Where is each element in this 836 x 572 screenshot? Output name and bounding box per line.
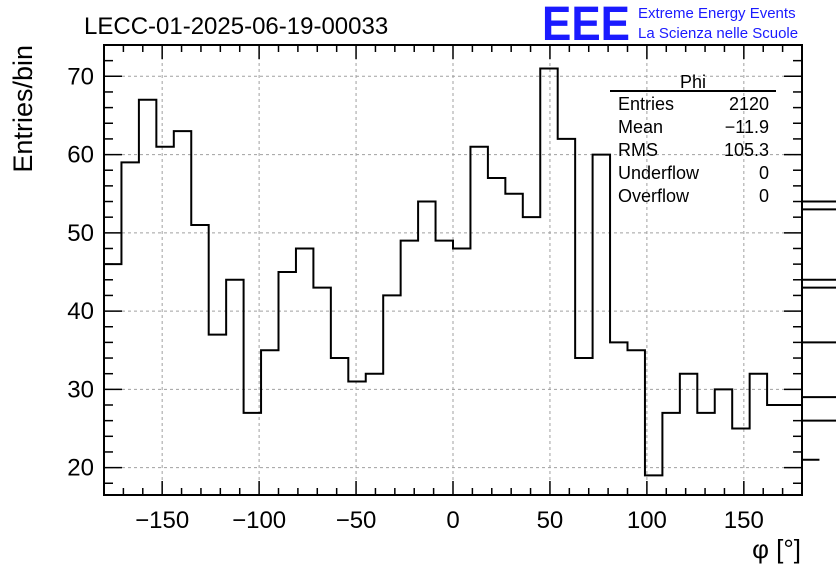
x-axis-label: φ [°] xyxy=(752,534,801,564)
y-tick-label: 40 xyxy=(67,298,94,325)
eee-logo-mark: EEE xyxy=(542,0,630,51)
stats-label-rms: RMS xyxy=(618,140,658,160)
y-tick-label: 50 xyxy=(67,220,94,247)
stats-label-underflow: Underflow xyxy=(618,163,700,183)
x-tick-label: 150 xyxy=(724,507,764,534)
y-tick-label: 70 xyxy=(67,63,94,90)
stats-value-entries: 2120 xyxy=(729,94,769,114)
x-tick-label: −50 xyxy=(336,507,377,534)
x-tick-label: −150 xyxy=(135,507,189,534)
y-axis-label: Entries/bin xyxy=(8,45,38,173)
x-tick-label: 0 xyxy=(446,507,459,534)
logo-line-2: La Scienza nelle Scuole xyxy=(638,25,798,42)
stats-label-overflow: Overflow xyxy=(618,186,690,206)
x-tick-label: 50 xyxy=(537,507,564,534)
x-tick-label: 100 xyxy=(627,507,667,534)
axis-ticks: −150 −100 −50 0 50 100 150 20 30 40 50 60 70 xyxy=(67,45,803,534)
logo-line-1: Extreme Energy Events xyxy=(638,5,796,22)
grid-lines xyxy=(104,45,802,495)
y-tick-label: 30 xyxy=(67,376,94,403)
stats-header: Phi xyxy=(680,72,706,92)
x-tick-label: −100 xyxy=(232,507,286,534)
stats-value-underflow: 0 xyxy=(759,163,769,183)
y-tick-label: 60 xyxy=(67,142,94,169)
stats-label-entries: Entries xyxy=(618,94,674,114)
stats-value-mean: −11.9 xyxy=(725,117,769,137)
stats-label-mean: Mean xyxy=(618,117,663,137)
stats-value-overflow: 0 xyxy=(759,186,769,206)
stats-value-rms: 105.3 xyxy=(724,140,769,160)
stats-box: Phi Entries 2120 Mean −11.9 RMS 105.3 Un… xyxy=(610,72,776,206)
chart-title: LECC-01-2025-06-19-00033 xyxy=(84,13,388,40)
y-tick-label: 20 xyxy=(67,455,94,482)
